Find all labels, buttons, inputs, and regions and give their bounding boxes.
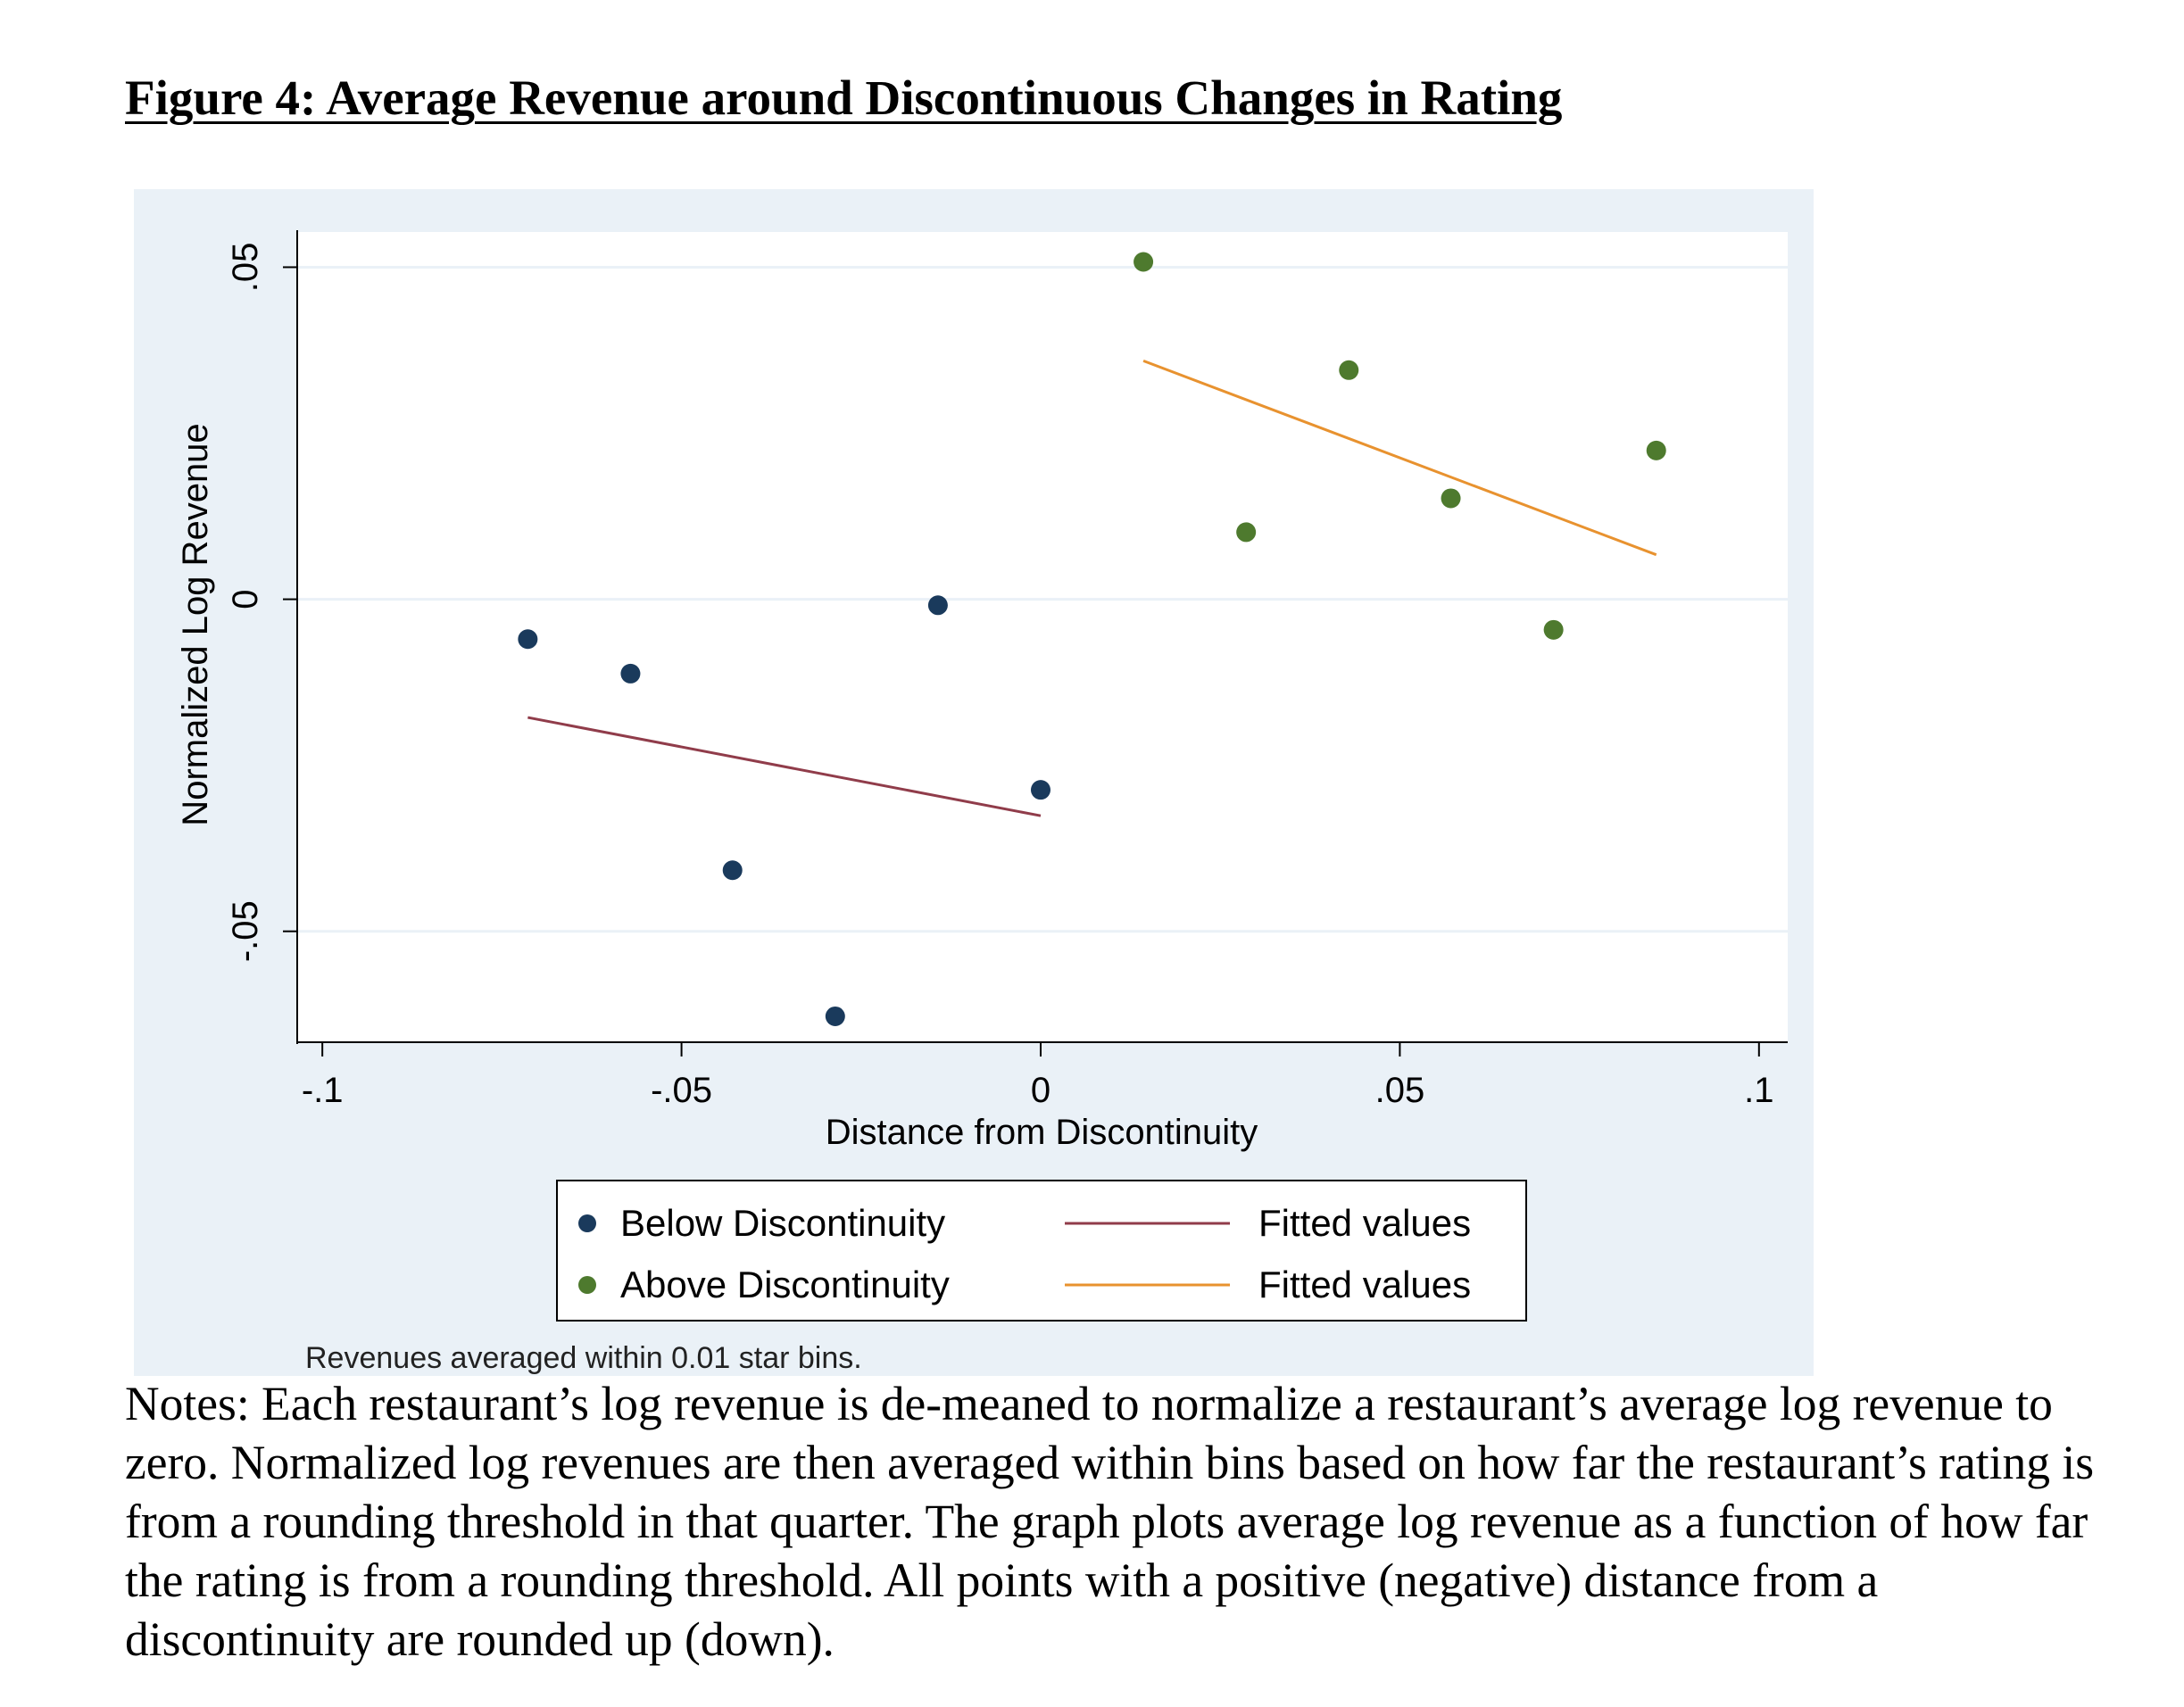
data-point [1543,619,1564,640]
plot-area [297,232,1788,1042]
y-tick-label: 0 [226,589,265,609]
x-tick-label: 0 [1031,1071,1050,1110]
y-axis-ticks: -.05 0 .05 [226,243,297,962]
data-point [620,663,641,684]
data-point [1339,360,1359,380]
legend-label: Fitted values [1258,1264,1471,1305]
figure-notes: Notes: Each restaurant’s log revenue is … [125,1377,2095,1666]
data-point [1646,440,1666,460]
x-tick-label: -.1 [302,1071,344,1110]
data-point [722,860,743,881]
x-axis-label: Distance from Discontinuity [826,1113,1258,1152]
legend: Below Discontinuity Fitted values Above Di… [578,1202,1471,1305]
x-tick-label: .1 [1744,1071,1773,1110]
y-axis-label: Normalized Log Revenue [176,423,215,825]
gridlines [297,265,1788,933]
x-tick-label: -.05 [651,1071,712,1110]
legend-label: Below Discontinuity [620,1202,945,1244]
data-point [825,1006,845,1026]
x-tick-label: .05 [1375,1071,1425,1110]
y-tick-label: -.05 [226,900,265,962]
fitted-line-3 [1142,359,1657,557]
legend-dot [578,1276,596,1294]
y-tick-label: .05 [226,243,265,293]
data-points [518,252,1666,1026]
chart-footnote: Revenues averaged within 0.01 star bins. [305,1341,862,1375]
legend-label: Above Discontinuity [620,1264,950,1305]
data-point [927,595,948,616]
figure-title: Figure 4: Average Revenue around Discont… [125,70,1563,125]
fitted-lines [527,359,1657,817]
legend-box [556,1180,1527,1322]
data-point [1134,252,1154,272]
legend-label: Fitted values [1258,1202,1471,1244]
data-point [1236,522,1257,543]
x-axis-ticks: -.1 -.05 0 .05 .1 [302,1042,1773,1110]
data-point [518,629,538,650]
data-point [1030,780,1050,800]
fitted-line-1 [527,716,1042,817]
data-point [1441,488,1461,509]
legend-dot [578,1214,596,1232]
